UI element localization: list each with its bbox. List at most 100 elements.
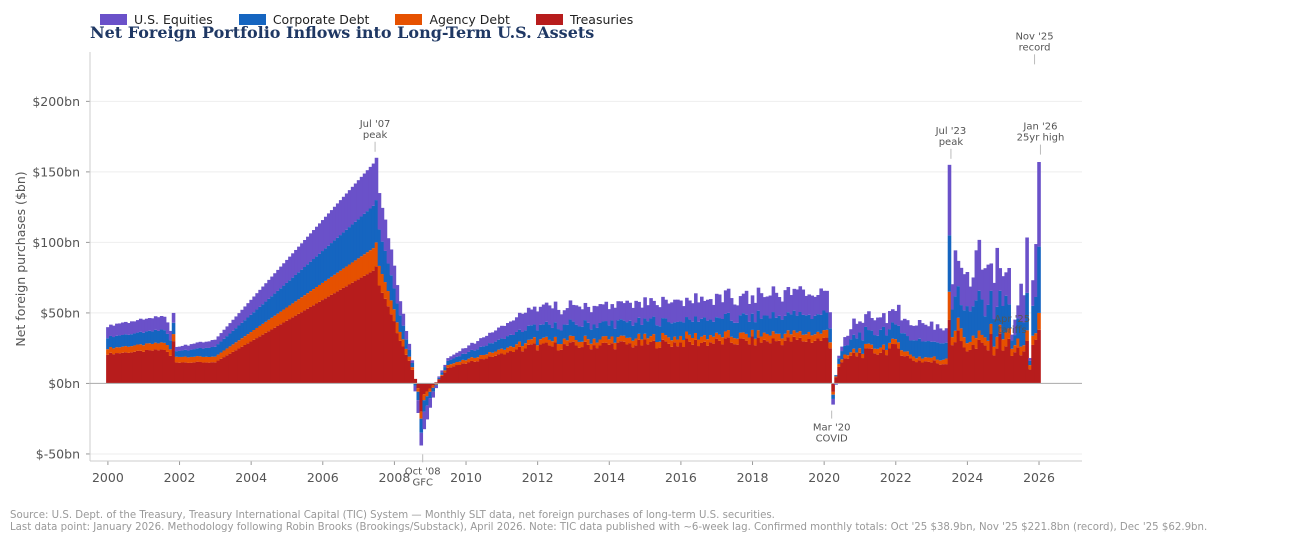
bar-segment: [747, 303, 752, 322]
bar-segment: [864, 348, 868, 384]
bar-segment: [882, 349, 886, 384]
bar-segment: [726, 312, 731, 331]
bar-segment: [404, 348, 409, 355]
bar-segment: [852, 318, 856, 335]
bar-segment: [509, 334, 513, 347]
bar-segment: [109, 352, 113, 384]
bar-segment: [890, 338, 895, 344]
bar-segment: [968, 341, 973, 350]
bar-segment: [792, 310, 797, 331]
bar-segment: [416, 391, 421, 401]
bar-segment: [765, 341, 770, 384]
bar-segment: [1016, 305, 1020, 319]
legend-label-corporate-debt: Corporate Debt: [272, 12, 370, 27]
bar-segment: [407, 343, 412, 350]
bar-segment: [873, 320, 877, 336]
bar-segment: [738, 296, 743, 316]
bar-segment: [291, 277, 295, 304]
legend-swatch-corporate-debt: [238, 14, 266, 25]
bar-segment: [983, 345, 988, 384]
bar-segment: [714, 338, 719, 384]
bar-segment: [129, 334, 134, 347]
bar-segment: [264, 321, 268, 333]
bar-segment: [225, 348, 230, 356]
bar-segment: [831, 383, 835, 392]
bar-segment: [589, 312, 594, 330]
bar-segment: [541, 324, 546, 338]
bar-segment: [911, 340, 916, 357]
bar-segment: [449, 359, 453, 365]
bar-segment: [870, 330, 874, 345]
bar-segment: [416, 400, 421, 413]
bar-segment: [386, 263, 391, 292]
x-tick-label: 2002: [164, 470, 196, 485]
bar-segment: [929, 341, 934, 358]
bar-segment: [628, 343, 632, 384]
bar-segment: [679, 335, 683, 343]
bar-segment: [350, 262, 355, 283]
bar-segment: [249, 332, 253, 342]
bar-segment: [482, 354, 486, 360]
bar-segment: [765, 315, 770, 334]
bar-segment: [252, 330, 256, 340]
bar-segment: [1004, 272, 1008, 296]
bar-segment: [899, 355, 904, 384]
bar-segment: [631, 340, 635, 348]
bar-segment: [735, 338, 740, 345]
bar-segment: [514, 349, 519, 384]
bar-segment: [825, 329, 829, 338]
bar-segment: [377, 229, 382, 266]
bar-segment: [873, 348, 877, 354]
bar-segment: [124, 321, 128, 335]
bar-segment: [368, 166, 373, 209]
bar-segment: [1013, 352, 1017, 384]
bar-segment: [365, 170, 370, 212]
bar-segment: [422, 394, 427, 401]
bar-segment: [616, 342, 621, 384]
bar-segment: [828, 312, 832, 329]
bar-segment: [141, 332, 146, 346]
bar-segment: [792, 288, 797, 311]
bar-segment: [801, 334, 806, 342]
bar-segment: [893, 310, 898, 325]
bar-segment: [688, 334, 692, 342]
bar-segment: [1010, 334, 1014, 341]
bar-segment: [885, 349, 889, 356]
bar-segment: [956, 260, 961, 287]
bar-segment: [526, 307, 531, 326]
bar-segment: [849, 339, 853, 353]
bar-segment: [353, 281, 358, 384]
bar-segment: [213, 356, 218, 363]
bar-segment: [535, 330, 540, 346]
bar-segment: [434, 382, 438, 384]
bar-segment: [780, 301, 785, 320]
bar-segment: [711, 321, 716, 337]
bar-segment: [568, 335, 573, 343]
bar-segment: [294, 249, 298, 275]
bar-segment: [816, 331, 820, 339]
bar-segment: [1010, 355, 1014, 384]
bar-segment: [849, 355, 853, 384]
bar-segment: [1013, 345, 1017, 353]
bar-segment: [702, 317, 707, 336]
bar-segment: [932, 360, 937, 384]
bar-segment: [237, 348, 242, 384]
bar-segment: [720, 319, 725, 338]
bar-segment: [917, 356, 922, 361]
bar-segment: [926, 357, 931, 362]
bar-segment: [192, 349, 197, 357]
bar-segment: [783, 333, 788, 341]
annotation-label: COVID: [816, 434, 848, 445]
bar-segment: [491, 343, 495, 353]
bar-segment: [309, 233, 313, 262]
bar-segment: [318, 253, 322, 285]
bar-segment: [135, 350, 140, 384]
bar-segment: [726, 330, 731, 338]
bar-segment: [115, 335, 119, 348]
bar-segment: [315, 303, 319, 384]
bar-segment: [138, 344, 143, 351]
bar-segment: [446, 367, 450, 384]
bar-segment: [359, 216, 364, 257]
bar-segment: [410, 362, 415, 368]
bar-segment: [425, 405, 430, 420]
